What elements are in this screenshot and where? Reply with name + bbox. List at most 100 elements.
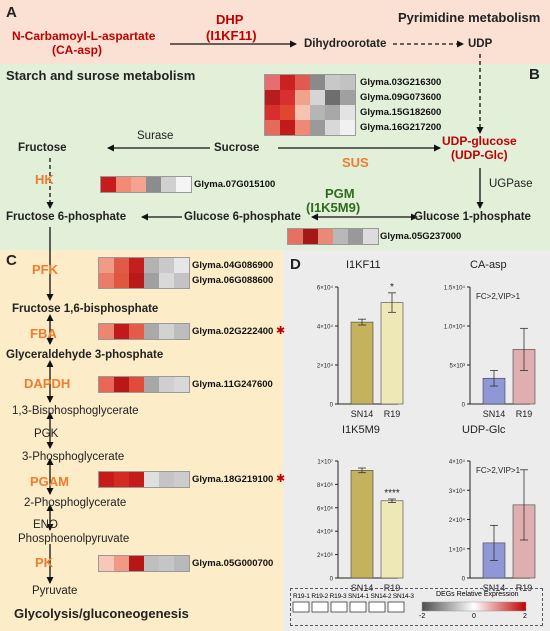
heatmap-cell	[325, 90, 340, 105]
heatmap-cell	[129, 472, 144, 487]
y-tick-label: 1×10⁷	[317, 459, 333, 466]
dihydroorotate: Dihydroorotate	[304, 38, 387, 50]
heatmap-row	[99, 324, 189, 339]
legend-sample-label: R19-1	[293, 593, 310, 600]
panel-b-letter: B	[529, 66, 540, 83]
heatmap-row	[99, 556, 189, 571]
heatmap-row	[99, 258, 189, 273]
x-tick-label: R19	[516, 409, 533, 419]
heatmap-cell	[288, 229, 303, 244]
heatmap-cell	[333, 229, 348, 244]
heatmap-cell	[99, 324, 114, 339]
heatmap-cell	[176, 177, 191, 192]
heatmap-row	[265, 120, 355, 135]
heatmap-cell	[99, 377, 114, 392]
gene-label: Glyma.18G219100	[192, 474, 274, 485]
y-tick-label: 6×10⁴	[317, 285, 334, 292]
legend-scale-max: 2	[523, 613, 527, 620]
heatmap-cell	[99, 556, 114, 571]
heatmap-cell	[131, 177, 146, 192]
heatmap-cell	[348, 229, 363, 244]
heatmap-cell	[265, 120, 280, 135]
udp-glucose: UDP-glucose	[442, 134, 517, 148]
y-tick-label: 0	[330, 577, 334, 583]
f6p: Fructose 6-phosphate	[6, 211, 127, 223]
gene-label: Glyma.03G216300	[360, 77, 442, 88]
udp-glc: (UDP-Glc)	[451, 148, 508, 162]
chart-annotation: FC>2,VIP>1	[476, 466, 521, 475]
y-tick-label: 8×10⁶	[317, 482, 334, 489]
heatmap-cell	[114, 324, 129, 339]
y-tick-label: 4×10⁴	[449, 459, 466, 466]
heatmap-cell	[144, 258, 159, 273]
heatmap-cell	[144, 377, 159, 392]
pgm-id: (I1K5M9)	[306, 200, 361, 215]
surase-label: Surase	[137, 130, 174, 142]
chart-title: UDP-Glc	[462, 424, 506, 436]
heatmap-cell	[310, 105, 325, 120]
legend-sample-box	[349, 601, 367, 613]
caasp-name: N-Carbamoyl-L-aspartate	[12, 29, 156, 43]
heatmap-cell	[144, 324, 159, 339]
heatmap-fba	[98, 323, 190, 340]
y-tick-label: 2×10⁴	[449, 517, 466, 524]
x-tick-label: SN14	[483, 409, 506, 419]
fructose: Fructose	[18, 142, 67, 154]
sucrose: Sucrose	[214, 142, 260, 154]
starch-title: Starch and surose metabolism	[6, 68, 196, 83]
y-tick-label: 0	[462, 403, 466, 409]
y-tick-label: 5×10³	[449, 364, 465, 370]
legend-sample-box	[330, 601, 348, 613]
udp: UDP	[468, 38, 493, 50]
bpg: 1,3-Bisphosphoglycerate	[12, 405, 139, 417]
pfk-label: PFK	[32, 262, 58, 277]
y-tick-label: 1.5×10⁴	[444, 285, 466, 292]
heatmap-cell	[174, 377, 189, 392]
heatmap-cell	[280, 90, 295, 105]
pep: Phosphoenolpyruvate	[18, 533, 130, 545]
panel-d-letter: D	[290, 256, 301, 273]
star-marker-icon: ✱	[276, 325, 286, 337]
y-tick-label: 4×10⁴	[317, 324, 334, 331]
heatmap-row	[99, 273, 189, 288]
heatmap-cell	[144, 556, 159, 571]
legend-gradient	[421, 601, 527, 612]
chart-title: CA-asp	[470, 259, 507, 271]
star-marker-icon: ✱	[276, 473, 286, 485]
heatmap-cell	[99, 258, 114, 273]
caasp-abbr: (CA-asp)	[52, 43, 102, 57]
pgm-label: PGM	[325, 186, 355, 201]
heatmap-cell	[146, 177, 161, 192]
heatmap-cell	[159, 472, 174, 487]
heatmap-cell	[99, 472, 114, 487]
pg2: 2-Phosphoglycerate	[24, 497, 127, 509]
pk-label: PK	[35, 555, 54, 570]
heatmap-hk	[100, 176, 192, 193]
hk-label: HK	[35, 172, 54, 187]
heatmap-row	[265, 105, 355, 120]
heatmap-cell	[295, 120, 310, 135]
heatmap-cell	[174, 556, 189, 571]
heatmap-cell	[340, 120, 355, 135]
ugpase-label: UGPase	[489, 178, 533, 190]
heatmap-cell	[159, 258, 174, 273]
heatmap-cell	[280, 105, 295, 120]
heatmap-cell	[114, 273, 129, 288]
y-tick-label: 2×10⁴	[317, 363, 334, 370]
heatmap-cell	[340, 75, 355, 90]
fba-label: FBA	[30, 326, 57, 341]
legend-sample-label: SN14-3	[392, 593, 414, 600]
y-tick-label: 3×10⁴	[449, 488, 466, 495]
heatmap-cell	[265, 75, 280, 90]
heatmap-cell	[129, 273, 144, 288]
legend-samples: R19-1 R19-2 R19-3 SN14-1 SN14-2 SN14-3	[293, 593, 414, 600]
legend-scale-mid: 0	[472, 613, 476, 620]
y-tick-label: 4×10⁶	[317, 529, 334, 536]
heatmap-cell	[159, 273, 174, 288]
x-tick-label: R19	[384, 409, 401, 419]
heatmap-cell	[114, 556, 129, 571]
heatmap-pk	[98, 555, 190, 572]
pyruvate: Pyruvate	[32, 585, 78, 597]
legend-sample-label: SN14-2	[370, 593, 392, 600]
heatmap-cell	[303, 229, 318, 244]
